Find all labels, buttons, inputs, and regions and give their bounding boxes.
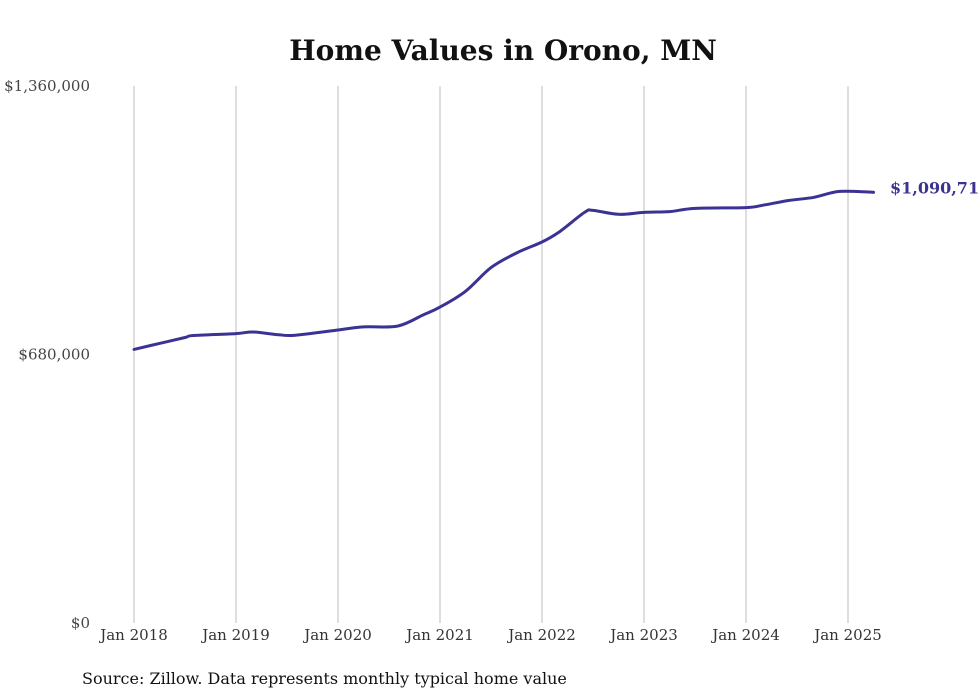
x-tick-label: Jan 2021: [404, 626, 474, 644]
x-tick-label: Jan 2024: [710, 626, 780, 644]
y-axis: $0 $680,000 $1,360,000: [4, 77, 90, 632]
x-tick-label: Jan 2019: [200, 626, 270, 644]
y-tick-label: $0: [71, 614, 90, 632]
x-tick-label: Jan 2022: [506, 626, 576, 644]
x-tick-label: Jan 2023: [608, 626, 678, 644]
grid: [133, 86, 849, 623]
series-line: [132, 189, 875, 351]
y-tick-label: $680,000: [18, 346, 90, 364]
y-tick-label: $1,360,000: [4, 77, 90, 95]
source-note: Source: Zillow. Data represents monthly …: [82, 669, 567, 688]
chart-title: Home Values in Orono, MN: [289, 34, 717, 67]
x-axis: Jan 2018 Jan 2019 Jan 2020 Jan 2021 Jan 2022…: [98, 626, 882, 644]
x-tick-label: Jan 2020: [302, 626, 372, 644]
x-tick-label: Jan 2018: [98, 626, 168, 644]
series-area: [132, 189, 875, 351]
x-tick-label: Jan 2025: [812, 626, 882, 644]
end-value-label: $1,090,718: [890, 178, 980, 197]
